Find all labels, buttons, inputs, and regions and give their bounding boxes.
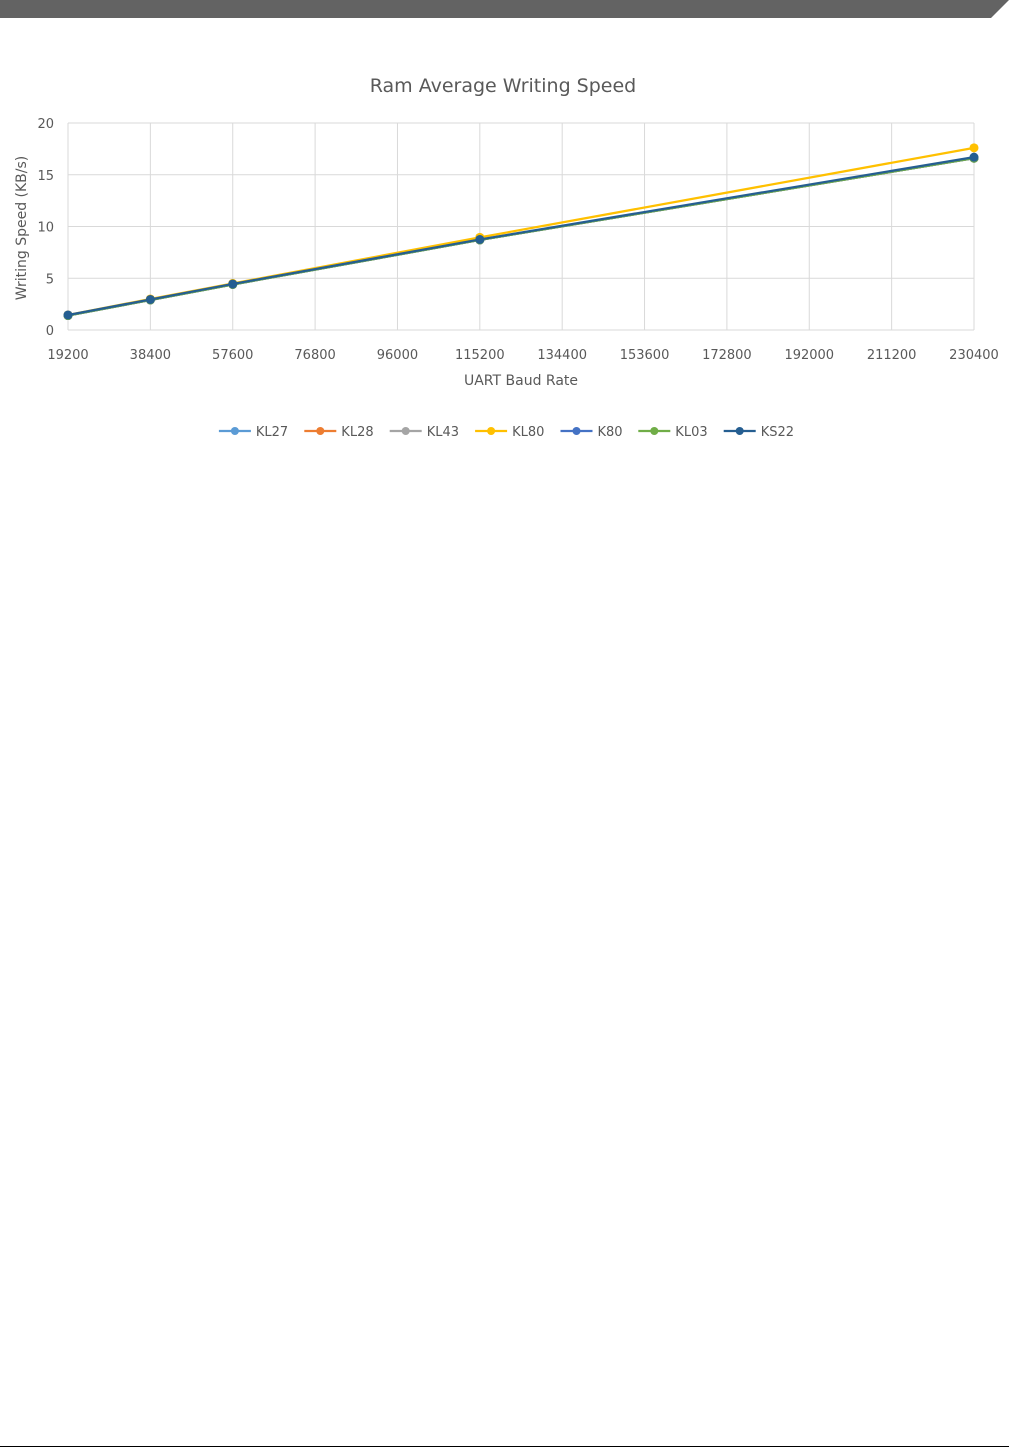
legend-item: KL80 — [475, 425, 544, 440]
legend-swatch-marker — [230, 427, 239, 435]
data-point — [145, 294, 155, 304]
legend-swatch-marker — [572, 427, 581, 435]
data-point — [63, 310, 73, 320]
line-chart: Ram Average Writing Speed 0 5 10 15 20 19200… — [14, 75, 999, 440]
x-tick-label: 19200 — [47, 348, 88, 363]
chart-title: Ram Average Writing Speed — [370, 75, 637, 97]
series-line — [66, 156, 976, 317]
legend-item: KL27 — [218, 425, 288, 440]
legend-swatch-marker — [316, 427, 325, 435]
data-point — [969, 152, 979, 162]
series-line — [66, 157, 976, 317]
chart-container: Ram Average Writing Speed 0 5 10 15 20 19200… — [0, 60, 1009, 460]
x-tick-label: 38400 — [130, 348, 171, 363]
y-tick-label: 5 — [46, 272, 54, 287]
legend-swatch-marker — [735, 427, 744, 435]
header-band-shape — [0, 0, 1009, 18]
legend-label: KL43 — [427, 425, 459, 440]
legend-item: KL43 — [389, 425, 459, 440]
legend-label: K80 — [598, 425, 623, 440]
x-tick-label: 57600 — [212, 348, 253, 363]
y-tick-label: 0 — [46, 324, 54, 339]
data-point — [969, 143, 979, 153]
x-tick-label: 96000 — [377, 348, 418, 363]
y-tick-label: 15 — [37, 169, 54, 184]
x-tick-label: 230400 — [949, 348, 999, 363]
legend-item: KS22 — [723, 425, 794, 440]
legend-label: KS22 — [761, 425, 794, 440]
y-axis-ticks: 0 5 10 15 20 — [37, 117, 54, 339]
x-axis-title: UART Baud Rate — [464, 373, 578, 389]
x-axis-ticks: 19200 38400 57600 76800 96000 115200 134400 153… — [47, 348, 999, 363]
bottom-rule — [0, 1446, 1009, 1447]
series-kl80 — [63, 143, 979, 320]
x-tick-label: 115200 — [455, 348, 505, 363]
x-tick-label: 172800 — [702, 348, 752, 363]
x-tick-label: 153600 — [620, 348, 670, 363]
legend-swatch-marker — [650, 427, 659, 435]
y-tick-label: 10 — [37, 221, 54, 236]
y-axis-title: Writing Speed (KB/s) — [14, 156, 30, 301]
x-tick-label: 76800 — [294, 348, 335, 363]
legend-label: KL28 — [341, 425, 373, 440]
header-band — [0, 0, 1009, 18]
legend-label: KL27 — [256, 425, 288, 440]
y-tick-label: 20 — [37, 117, 54, 132]
legend-swatch-marker — [487, 427, 496, 435]
data-point — [475, 234, 485, 244]
legend-swatch-marker — [401, 427, 410, 435]
legend-item: K80 — [560, 425, 623, 440]
x-tick-label: 134400 — [537, 348, 587, 363]
legend-label: KL80 — [512, 425, 544, 440]
gridlines — [67, 122, 975, 331]
legend-item: KL28 — [304, 425, 374, 440]
legend: KL27 KL28 KL43 KL80 K80 KL03 KS22 — [218, 425, 794, 440]
legend-item: KL03 — [638, 425, 708, 440]
series-lines — [63, 143, 979, 321]
series-ks22 — [63, 152, 979, 320]
x-tick-label: 211200 — [867, 348, 917, 363]
data-point — [228, 279, 238, 289]
x-tick-label: 192000 — [784, 348, 834, 363]
legend-label: KL03 — [675, 425, 707, 440]
